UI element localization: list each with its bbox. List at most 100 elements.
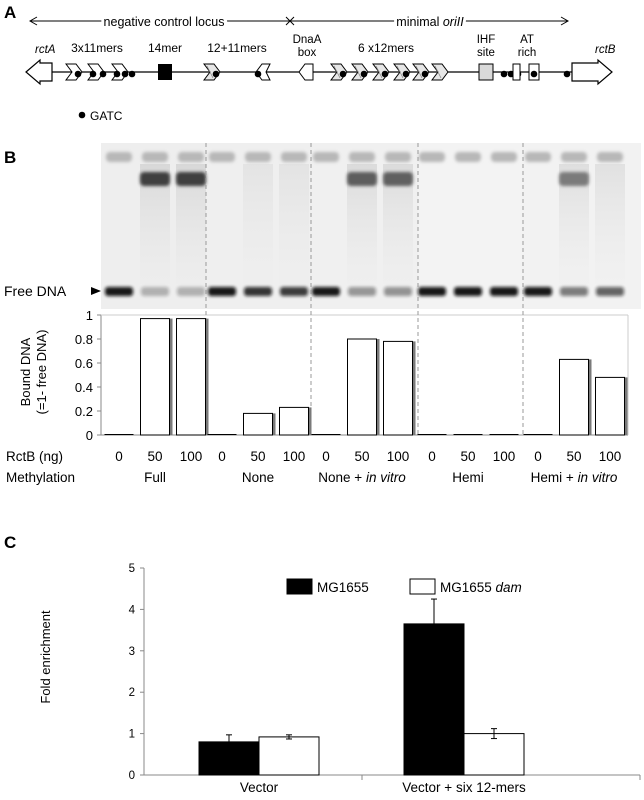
minimal-orii-label: minimal oriII	[396, 15, 464, 29]
error-bar	[491, 728, 497, 740]
panel-b-bar	[140, 318, 170, 436]
negative-control-label: negative control locus	[104, 15, 225, 29]
legend-label-mg1655-dam: MG1655 dam	[440, 580, 522, 595]
gatc-site	[128, 70, 136, 78]
rctb-dose-label: 100	[599, 449, 622, 464]
gel-well	[455, 152, 481, 162]
gel-well	[313, 152, 339, 162]
gatc-site	[360, 70, 368, 78]
legend-label-mg1655: MG1655	[317, 580, 369, 595]
rctb-dose-label: 50	[566, 449, 581, 464]
rctb-dose-label: 100	[180, 449, 203, 464]
gatc-site	[254, 70, 262, 78]
gatc-legend-dot	[78, 111, 86, 119]
legend-swatch-mg1655-dam	[409, 578, 436, 595]
feature-6x12mers-label: 6 x12mers	[358, 41, 414, 55]
methylation-group-label: Full	[144, 470, 166, 485]
panel-b-bar	[595, 376, 625, 436]
gel-well	[142, 152, 168, 162]
rctb-dose-label: 0	[218, 449, 226, 464]
error-bar	[286, 734, 292, 740]
panel-b: B Free DNA 0 0.2 0.4 0.6 0.8 1 0 50 100 Full 0 50 10…	[4, 143, 641, 485]
negative-control-span: negative control locus	[28, 12, 290, 32]
gel-free-band	[524, 287, 552, 296]
bar-mg1655-dam	[258, 736, 320, 776]
gel-well	[281, 152, 307, 162]
rctb-dose-label: 50	[460, 449, 475, 464]
gel-free-band	[312, 287, 340, 296]
gel-well	[178, 152, 204, 162]
gel-free-band	[177, 287, 205, 296]
panel-c-y-tick-label: 4	[129, 604, 136, 616]
methylation-group-label: None	[242, 470, 274, 485]
gatc-site	[339, 70, 347, 78]
rctb-row-label: RctB (ng)	[6, 449, 63, 464]
at-rich-box-1	[512, 63, 521, 81]
panel-b-letter: B	[4, 148, 16, 167]
gel-free-band	[244, 287, 272, 296]
panel-b-bar	[176, 318, 206, 436]
free-dna-label: Free DNA	[4, 283, 67, 299]
rcta-gene-arrow	[25, 58, 53, 86]
gel-well	[385, 152, 411, 162]
gatc-site	[530, 70, 538, 78]
feature-14mer-label: 14mer	[148, 41, 182, 55]
gatc-site	[421, 70, 429, 78]
rctb-dose-label: 100	[283, 449, 306, 464]
gatc-site	[99, 70, 107, 78]
gel-shifted-band	[559, 172, 589, 186]
panel-c-ylabel: Fold enrichment	[38, 610, 53, 704]
panel-b-y-tick-label: 0	[86, 428, 93, 443]
gatc-legend-label: GATC	[90, 109, 123, 123]
gel-free-band	[596, 287, 624, 296]
rctb-gene-label: rctB	[595, 44, 616, 56]
gatc-site	[113, 70, 121, 78]
panel-b-bar	[383, 340, 413, 436]
panel-b-ylabel-line2: (=1- free DNA)	[34, 330, 49, 415]
methylation-group-label: Hemi	[452, 470, 484, 485]
gatc-site	[500, 70, 508, 78]
rctb-dose-label: 100	[493, 449, 516, 464]
panel-b-bar	[559, 358, 589, 436]
gel-well	[419, 152, 445, 162]
feature-ihf-label-1: IHF	[477, 34, 496, 46]
gel-free-band	[141, 287, 169, 296]
gel-well	[491, 152, 517, 162]
panel-b-bar-chart: 0 0.2 0.4 0.6 0.8 1 0 50 100 Full 0 50 100 None 0 50 100…	[75, 143, 629, 485]
panel-b-bar-shadow	[587, 359, 592, 435]
gel-panel	[418, 143, 523, 309]
gel-free-band	[560, 287, 588, 296]
gatc-site	[381, 70, 389, 78]
panel-c-category-label: Vector + six 12-mers	[402, 780, 526, 795]
panel-c-category-label: Vector	[240, 780, 279, 795]
free-dna-arrowhead	[91, 287, 101, 295]
gatc-site	[89, 70, 97, 78]
bar-mg1655-dam	[463, 733, 525, 776]
gel-well	[209, 152, 235, 162]
panel-c-letter: C	[4, 533, 16, 552]
14mer-box	[158, 64, 172, 80]
panel-c: C Fold enrichment 0 1 2 3 4 5 Vector Vector + s…	[4, 533, 641, 795]
gel-smear	[279, 164, 309, 284]
rctb-dose-label: 100	[387, 449, 410, 464]
dnaa-box	[298, 63, 314, 81]
panel-b-bar-shadow	[168, 318, 173, 435]
gel-smear	[595, 164, 625, 284]
panel-b-y-tick-label: 0.2	[75, 404, 93, 419]
six-12mers	[330, 63, 449, 81]
gel-free-band	[105, 287, 133, 296]
feature-at-label-1: AT	[520, 34, 534, 46]
panel-b-y-tick-label: 1	[86, 308, 93, 323]
panel-b-bar	[347, 338, 377, 436]
panel-b-y-tick-label: 0.4	[75, 380, 93, 395]
panel-b-bar	[243, 412, 273, 436]
panel-c-y-tick-label: 3	[129, 646, 135, 658]
gatc-site	[563, 70, 571, 78]
rctb-dose-label: 50	[354, 449, 369, 464]
panel-b-bar-shadow	[375, 339, 380, 435]
methylation-row-label: Methylation	[6, 470, 75, 485]
gel-shifted-band	[140, 172, 170, 186]
feature-dnaa-label-1: DnaA	[293, 34, 322, 46]
gatc-site	[74, 70, 82, 78]
gel-smear	[243, 164, 273, 284]
